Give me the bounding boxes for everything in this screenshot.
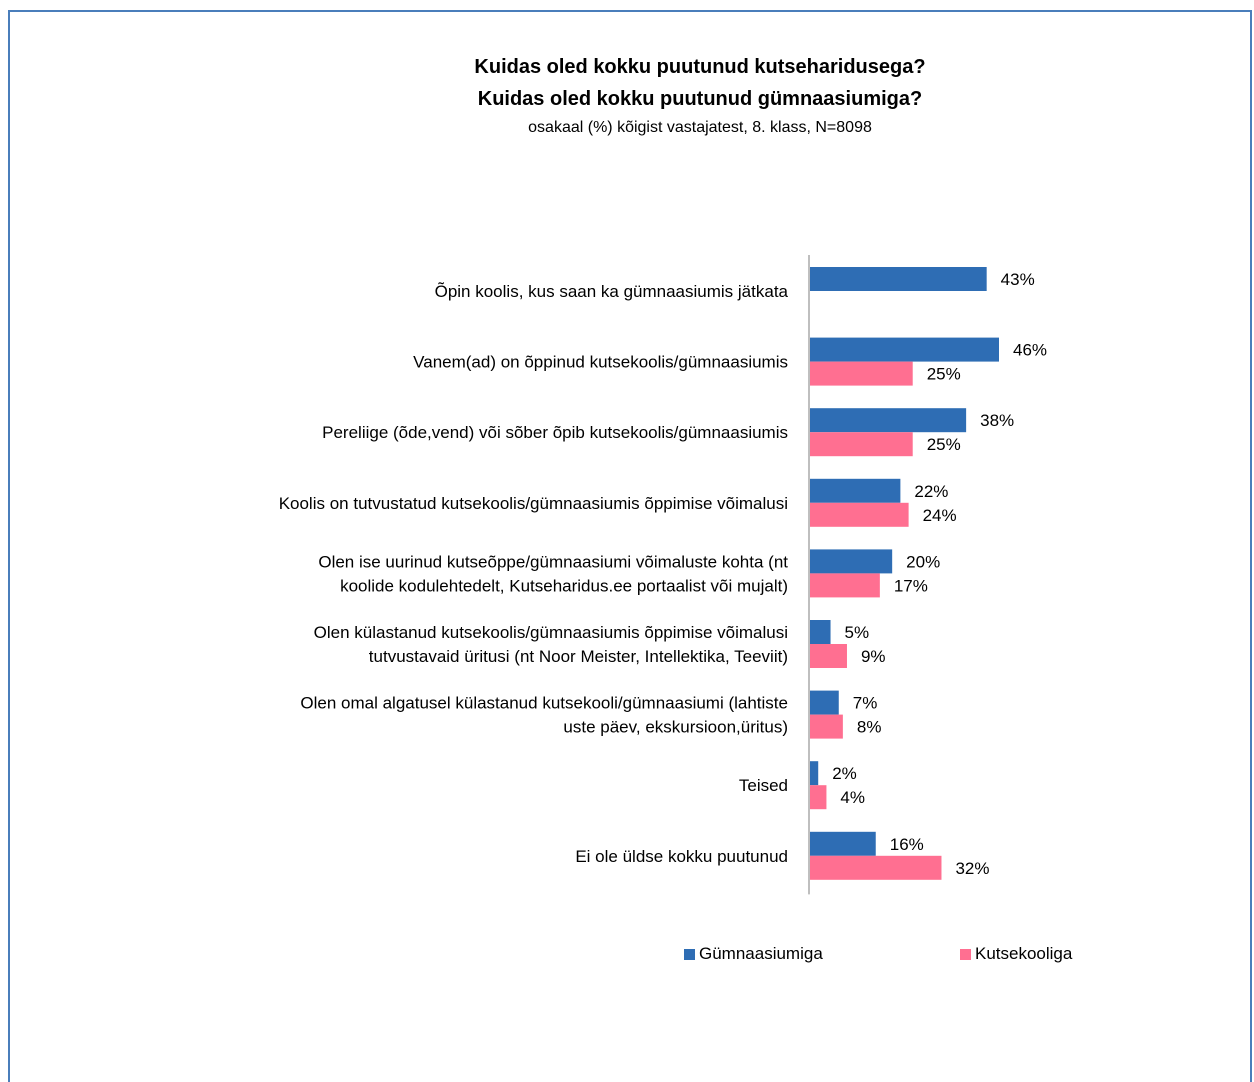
category-label-line: Olen ise uurinud kutseõppe/gümnaasiumi v… <box>318 552 788 571</box>
bar-vocational <box>810 644 847 668</box>
category-label: Olen omal algatusel külastanud kutsekool… <box>300 694 788 737</box>
category-label-line: Teised <box>739 776 788 795</box>
bar-gymnasium <box>810 408 967 433</box>
data-label: 7% <box>853 694 878 713</box>
data-label: 2% <box>832 764 857 783</box>
category-label-line: Olen omal algatusel külastanud kutsekool… <box>300 694 788 713</box>
category-label-line: tutvustavaid üritusi (nt Noor Meister, I… <box>369 647 788 666</box>
category-label: Õpin koolis, kus saan ka gümnaasiumis jä… <box>435 282 789 301</box>
category-label-line: Ei ole üldse kokku puutunud <box>575 847 788 866</box>
category-label: Ei ole üldse kokku puutunud <box>575 847 788 866</box>
data-label: 46% <box>1013 341 1047 360</box>
bar-vocational <box>810 432 913 457</box>
data-label: 22% <box>914 482 948 501</box>
category-label-line: Õpin koolis, kus saan ka gümnaasiumis jä… <box>435 282 789 301</box>
category-label: Koolis on tutvustatud kutsekoolis/gümnaa… <box>279 494 788 513</box>
category-label-line: koolide kodulehtedelt, Kutseharidus.ee p… <box>340 576 788 595</box>
data-label: 38% <box>980 411 1014 430</box>
chart-title: Kuidas oled kokku puutunud kutsehariduse… <box>474 56 926 78</box>
data-label: 4% <box>840 788 865 807</box>
chart-frame <box>8 10 1252 1082</box>
legend-label-gymnasium: Gümnaasiumiga <box>699 944 823 963</box>
bar-vocational <box>810 855 942 880</box>
category-label-line: Vanem(ad) on õppinud kutsekoolis/gümnaas… <box>413 353 788 372</box>
data-label: 43% <box>1001 270 1035 289</box>
data-label: 16% <box>890 835 924 854</box>
legend-item-gymnasium: Gümnaasiumiga <box>684 944 823 964</box>
data-label: 5% <box>845 623 870 642</box>
bar-vocational <box>810 714 843 739</box>
bar-gymnasium <box>810 549 893 574</box>
bar-vocational <box>810 573 880 598</box>
category-label: Vanem(ad) on õppinud kutsekoolis/gümnaas… <box>413 353 788 372</box>
legend-swatch-vocational <box>960 948 971 960</box>
bar-gymnasium <box>810 267 987 291</box>
bar-gymnasium <box>810 620 831 644</box>
category-label-line: Koolis on tutvustatud kutsekoolis/gümnaa… <box>279 494 788 513</box>
category-label-line: uste päev, ekskursioon,üritus) <box>563 718 788 737</box>
data-label: 9% <box>861 647 886 666</box>
chart-subtitle: osakaal (%) kõigist vastajatest, 8. klas… <box>528 119 872 136</box>
legend-label-vocational: Kutsekooliga <box>975 944 1073 963</box>
bar-vocational <box>810 785 827 810</box>
category-label-line: Olen külastanud kutsekoolis/gümnaasiumis… <box>314 623 788 642</box>
data-label: 24% <box>923 506 957 525</box>
legend-swatch-gymnasium <box>684 948 695 960</box>
legend-item-vocational: Kutsekooliga <box>960 944 1072 964</box>
data-label: 17% <box>894 576 928 595</box>
data-label: 32% <box>955 859 989 878</box>
bar-gymnasium <box>810 831 876 856</box>
bar-vocational <box>810 502 909 527</box>
chart-title-2: Kuidas oled kokku puutunud gümnaasiumiga… <box>477 88 923 110</box>
data-label: 8% <box>857 718 882 737</box>
category-label: Pereliige (õde,vend) või sõber õpib kuts… <box>322 423 788 442</box>
bar-gymnasium <box>810 761 819 786</box>
data-label: 25% <box>927 435 961 454</box>
bar-vocational <box>810 361 913 386</box>
bar-gymnasium <box>810 690 839 715</box>
data-label: 20% <box>906 552 940 571</box>
data-label: 25% <box>927 365 961 384</box>
bar-gymnasium <box>810 337 999 362</box>
category-label: Olen külastanud kutsekoolis/gümnaasiumis… <box>314 623 788 666</box>
category-label: Olen ise uurinud kutseõppe/gümnaasiumi v… <box>318 552 788 595</box>
category-label-line: Pereliige (õde,vend) või sõber õpib kuts… <box>322 423 788 442</box>
bar-gymnasium <box>810 478 901 503</box>
category-label: Teised <box>739 776 788 795</box>
